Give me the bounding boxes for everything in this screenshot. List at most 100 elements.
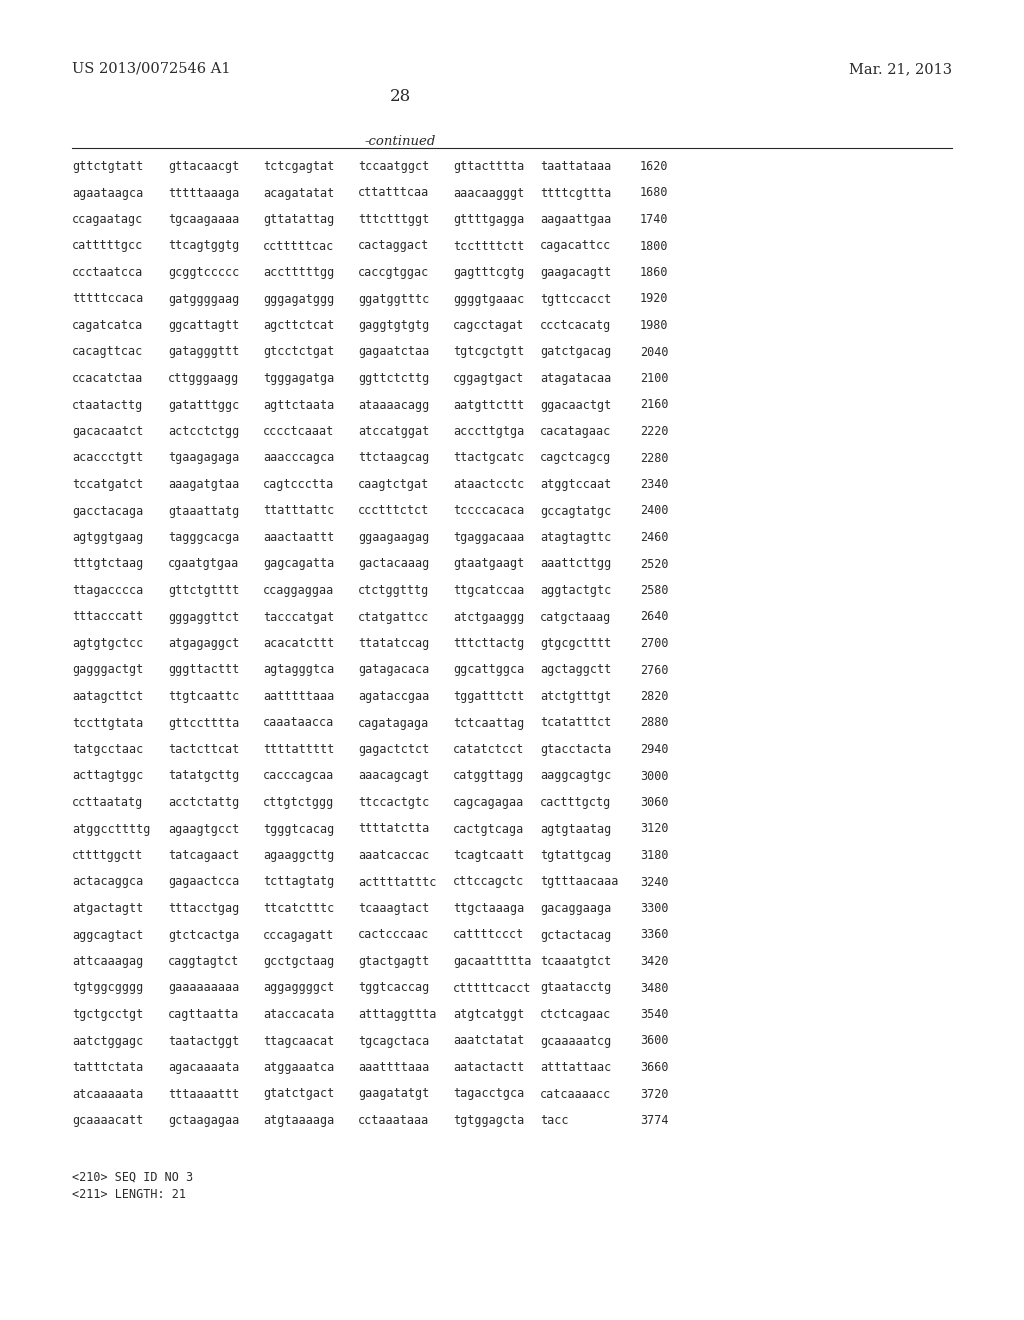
- Text: tatttctata: tatttctata: [72, 1061, 143, 1074]
- Text: ttttattttt: ttttattttt: [263, 743, 334, 756]
- Text: 2580: 2580: [640, 583, 669, 597]
- Text: agtggtgaag: agtggtgaag: [72, 531, 143, 544]
- Text: gctactacag: gctactacag: [540, 928, 611, 941]
- Text: atggtccaat: atggtccaat: [540, 478, 611, 491]
- Text: tttacccatt: tttacccatt: [72, 610, 143, 623]
- Text: atagtagttc: atagtagttc: [540, 531, 611, 544]
- Text: 2340: 2340: [640, 478, 669, 491]
- Text: gaagatatgt: gaagatatgt: [358, 1088, 429, 1101]
- Text: tgtggagcta: tgtggagcta: [453, 1114, 524, 1127]
- Text: gacctacaga: gacctacaga: [72, 504, 143, 517]
- Text: aaacaagggt: aaacaagggt: [453, 186, 524, 199]
- Text: catttttgcc: catttttgcc: [72, 239, 143, 252]
- Text: agaataagca: agaataagca: [72, 186, 143, 199]
- Text: gtactgagtt: gtactgagtt: [358, 954, 429, 968]
- Text: atctgaaggg: atctgaaggg: [453, 610, 524, 623]
- Text: aatctggagc: aatctggagc: [72, 1035, 143, 1048]
- Text: ggcattggca: ggcattggca: [453, 664, 524, 676]
- Text: tatatgcttg: tatatgcttg: [168, 770, 240, 783]
- Text: tccatgatct: tccatgatct: [72, 478, 143, 491]
- Text: tgggtcacag: tgggtcacag: [263, 822, 334, 836]
- Text: ttactgcatc: ttactgcatc: [453, 451, 524, 465]
- Text: ctctggtttg: ctctggtttg: [358, 583, 429, 597]
- Text: cacccagcaa: cacccagcaa: [263, 770, 334, 783]
- Text: agcttctcat: agcttctcat: [263, 319, 334, 333]
- Text: gttcctttta: gttcctttta: [168, 717, 240, 730]
- Text: atcaaaaata: atcaaaaata: [72, 1088, 143, 1101]
- Text: tagacctgca: tagacctgca: [453, 1088, 524, 1101]
- Text: gctaagagaa: gctaagagaa: [168, 1114, 240, 1127]
- Text: ctctcagaac: ctctcagaac: [540, 1008, 611, 1020]
- Text: 3480: 3480: [640, 982, 669, 994]
- Text: gttatattag: gttatattag: [263, 213, 334, 226]
- Text: gagaactcca: gagaactcca: [168, 875, 240, 888]
- Text: tgtttaacaaa: tgtttaacaaa: [540, 875, 618, 888]
- Text: US 2013/0072546 A1: US 2013/0072546 A1: [72, 62, 230, 77]
- Text: gaggtgtgtg: gaggtgtgtg: [358, 319, 429, 333]
- Text: 2460: 2460: [640, 531, 669, 544]
- Text: aaactaattt: aaactaattt: [263, 531, 334, 544]
- Text: cagacattcc: cagacattcc: [540, 239, 611, 252]
- Text: cgaatgtgaa: cgaatgtgaa: [168, 557, 240, 570]
- Text: ttgctaaaga: ttgctaaaga: [453, 902, 524, 915]
- Text: 2400: 2400: [640, 504, 669, 517]
- Text: tctcaattag: tctcaattag: [453, 717, 524, 730]
- Text: caaataacca: caaataacca: [263, 717, 334, 730]
- Text: tcaaatgtct: tcaaatgtct: [540, 954, 611, 968]
- Text: aaagatgtaa: aaagatgtaa: [168, 478, 240, 491]
- Text: ccctcacatg: ccctcacatg: [540, 319, 611, 333]
- Text: gcaaaaatcg: gcaaaaatcg: [540, 1035, 611, 1048]
- Text: tgttccacct: tgttccacct: [540, 293, 611, 305]
- Text: 3600: 3600: [640, 1035, 669, 1048]
- Text: gttactttta: gttactttta: [453, 160, 524, 173]
- Text: gtcctctgat: gtcctctgat: [263, 346, 334, 359]
- Text: atgtcatggt: atgtcatggt: [453, 1008, 524, 1020]
- Text: aaggcagtgc: aaggcagtgc: [540, 770, 611, 783]
- Text: ttagacccca: ttagacccca: [72, 583, 143, 597]
- Text: tggtcaccag: tggtcaccag: [358, 982, 429, 994]
- Text: cactgtcaga: cactgtcaga: [453, 822, 524, 836]
- Text: tttgtctaag: tttgtctaag: [72, 557, 143, 570]
- Text: gccagtatgc: gccagtatgc: [540, 504, 611, 517]
- Text: agataccgaa: agataccgaa: [358, 690, 429, 704]
- Text: acttagtggc: acttagtggc: [72, 770, 143, 783]
- Text: tgctgcctgt: tgctgcctgt: [72, 1008, 143, 1020]
- Text: ttagcaacat: ttagcaacat: [263, 1035, 334, 1048]
- Text: cccagagatt: cccagagatt: [263, 928, 334, 941]
- Text: tttttccaca: tttttccaca: [72, 293, 143, 305]
- Text: tcagtcaatt: tcagtcaatt: [453, 849, 524, 862]
- Text: ataactcctc: ataactcctc: [453, 478, 524, 491]
- Text: gaagacagtt: gaagacagtt: [540, 267, 611, 279]
- Text: atttaggttta: atttaggttta: [358, 1008, 436, 1020]
- Text: tgtattgcag: tgtattgcag: [540, 849, 611, 862]
- Text: 2220: 2220: [640, 425, 669, 438]
- Text: 2520: 2520: [640, 557, 669, 570]
- Text: tatgcctaac: tatgcctaac: [72, 743, 143, 756]
- Text: atggaaatca: atggaaatca: [263, 1061, 334, 1074]
- Text: 3180: 3180: [640, 849, 669, 862]
- Text: cttccagctc: cttccagctc: [453, 875, 524, 888]
- Text: cattttccct: cattttccct: [453, 928, 524, 941]
- Text: caagtctgat: caagtctgat: [358, 478, 429, 491]
- Text: aatttttaaa: aatttttaaa: [263, 690, 334, 704]
- Text: -continued: -continued: [365, 135, 435, 148]
- Text: tttaaaattt: tttaaaattt: [168, 1088, 240, 1101]
- Text: caccgtggac: caccgtggac: [358, 267, 429, 279]
- Text: 3300: 3300: [640, 902, 669, 915]
- Text: atctgtttgt: atctgtttgt: [540, 690, 611, 704]
- Text: ccaggaggaa: ccaggaggaa: [263, 583, 334, 597]
- Text: 2640: 2640: [640, 610, 669, 623]
- Text: ttgcatccaa: ttgcatccaa: [453, 583, 524, 597]
- Text: gagcagatta: gagcagatta: [263, 557, 334, 570]
- Text: cacagttcac: cacagttcac: [72, 346, 143, 359]
- Text: gggagatggg: gggagatggg: [263, 293, 334, 305]
- Text: aaatcaccac: aaatcaccac: [358, 849, 429, 862]
- Text: aaacccagca: aaacccagca: [263, 451, 334, 465]
- Text: gtaaattatg: gtaaattatg: [168, 504, 240, 517]
- Text: tacc: tacc: [540, 1114, 568, 1127]
- Text: aggcagtact: aggcagtact: [72, 928, 143, 941]
- Text: tccaatggct: tccaatggct: [358, 160, 429, 173]
- Text: 2880: 2880: [640, 717, 669, 730]
- Text: catggttagg: catggttagg: [453, 770, 524, 783]
- Text: gatatttggc: gatatttggc: [168, 399, 240, 412]
